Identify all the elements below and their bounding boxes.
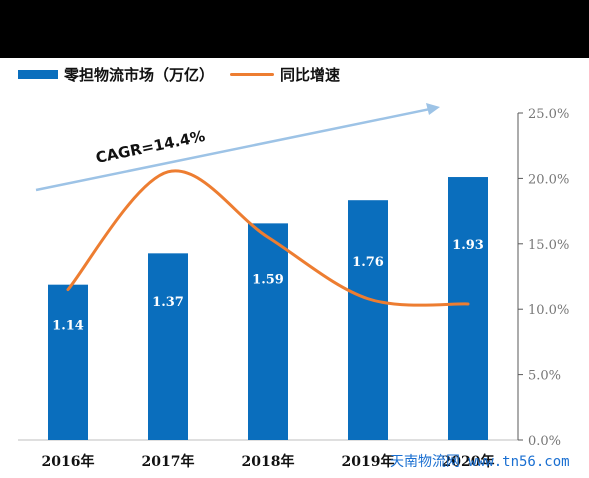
bar: [48, 284, 88, 440]
legend-bar-swatch: [18, 69, 58, 79]
x-tick-label: 2016年: [42, 453, 95, 470]
bar-value-label: 1.59: [252, 273, 284, 288]
y-tick-label: 15.0%: [528, 238, 569, 253]
x-tick-label: 2019年: [342, 453, 395, 470]
legend-label-bar: 零担物流市场（万亿）: [64, 65, 215, 84]
watermark-text: 天南物流网 www.tn56.com: [390, 454, 570, 470]
bar: [248, 223, 288, 440]
chart-panel: [0, 58, 589, 478]
x-tick-label: 2018年: [242, 453, 295, 470]
bar-value-label: 1.14: [52, 319, 84, 334]
cagr-annotation: CAGR=14.4%: [94, 127, 206, 167]
x-tick-label: 2017年: [142, 453, 195, 470]
y-tick-label: 5.0%: [528, 369, 561, 384]
legend-label-line: 同比增速: [280, 65, 341, 84]
x-tick-label: 2020年: [442, 453, 495, 470]
legend-line-swatch: [230, 72, 275, 76]
y-tick-label: 20.0%: [528, 172, 569, 187]
bar-value-label: 1.93: [452, 238, 484, 253]
bar-value-label: 1.37: [152, 295, 184, 310]
bar: [348, 200, 388, 440]
cagr-arrow-line: [35, 106, 435, 192]
bar-value-label: 1.76: [352, 255, 384, 270]
y-tick-label: 25.0%: [528, 107, 569, 122]
bar: [148, 253, 188, 440]
legend-item-line: 同比增速: [230, 64, 340, 85]
y-tick-label: 0.0%: [528, 434, 561, 449]
bar: [448, 177, 488, 440]
cagr-arrow-head: [426, 103, 440, 115]
chart-legend: 零担物流市场（万亿） 同比增速: [18, 62, 348, 86]
growth-rate-line: [66, 169, 470, 307]
y-tick-label: 10.0%: [528, 303, 569, 318]
legend-item-bar: 零担物流市场（万亿）: [18, 64, 214, 85]
